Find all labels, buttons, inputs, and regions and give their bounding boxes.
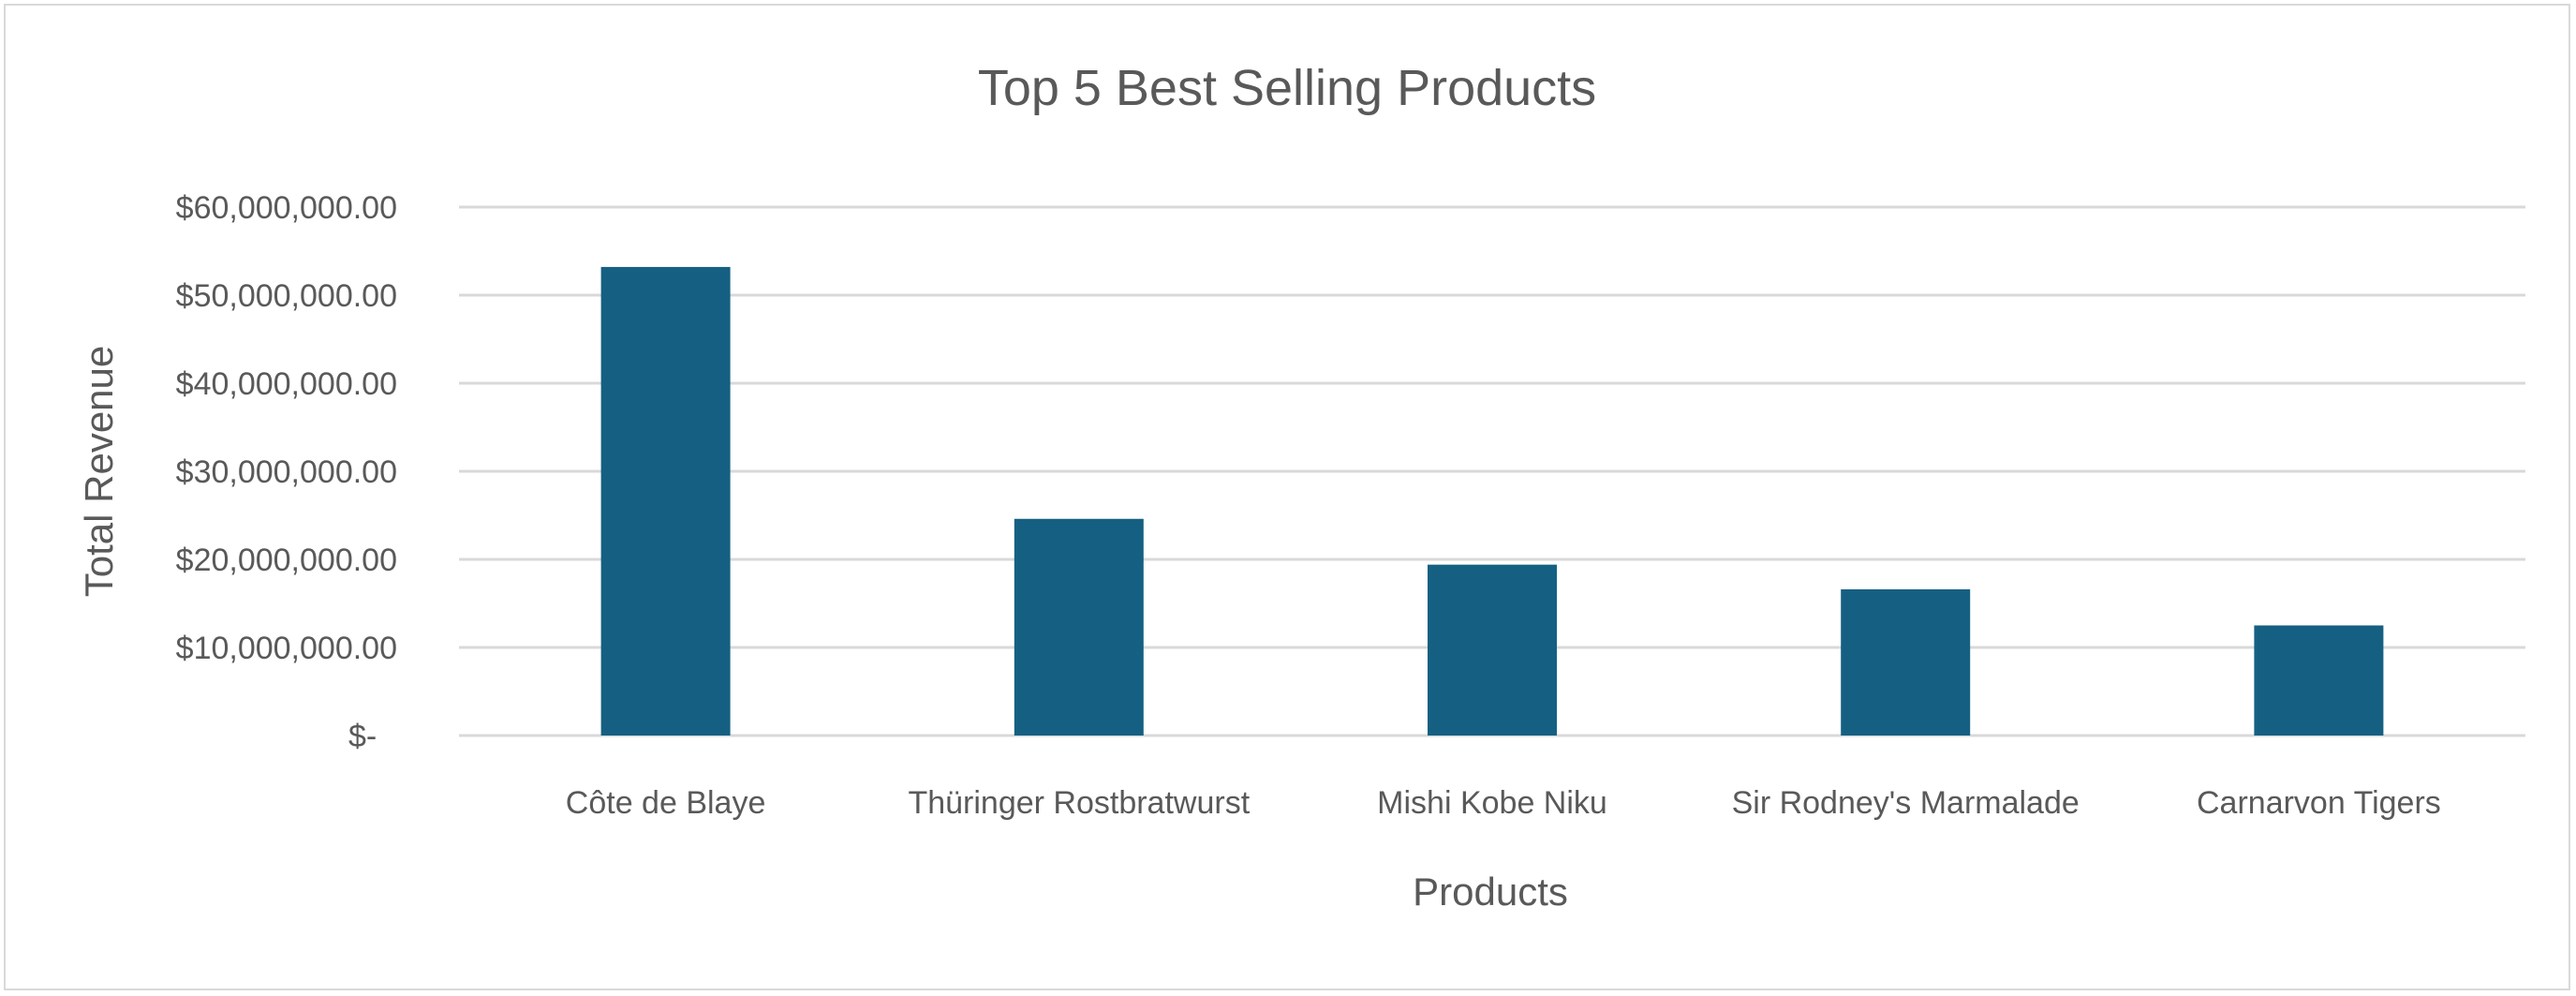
y-tick-label: $- <box>348 719 377 754</box>
bar <box>1014 518 1144 736</box>
y-tick-label: $20,000,000.00 <box>176 543 397 578</box>
x-category-label: Carnarvon Tigers <box>2197 785 2441 821</box>
x-axis-category-labels: Côte de Blaye Thüringer Rostbratwurst Mish… <box>566 785 2441 821</box>
y-tick-label: $10,000,000.00 <box>176 631 397 666</box>
y-tick-label: $50,000,000.00 <box>176 278 397 314</box>
y-tick-label: $60,000,000.00 <box>176 190 397 226</box>
bar <box>2254 625 2384 736</box>
gridlines <box>459 205 2525 737</box>
y-tick-label: $30,000,000.00 <box>176 454 397 490</box>
bar <box>1841 588 1971 736</box>
x-category-label: Sir Rodney's Marmalade <box>1732 785 2080 821</box>
chart-frame <box>4 4 2570 990</box>
x-axis-title: Products <box>1413 870 1568 914</box>
y-axis-title: Total Revenue <box>77 346 121 598</box>
y-axis-tick-labels: $- $10,000,000.00 $20,000,000.00 $30,000,00… <box>176 190 397 754</box>
x-category-label: Thüringer Rostbratwurst <box>908 785 1250 821</box>
x-category-label: Côte de Blaye <box>566 785 766 821</box>
bar <box>600 266 731 736</box>
chart-title: Top 5 Best Selling Products <box>978 60 1596 116</box>
y-tick-label: $40,000,000.00 <box>176 366 397 402</box>
bars <box>600 266 2384 736</box>
x-category-label: Mishi Kobe Niku <box>1377 785 1607 821</box>
bar <box>1428 564 1557 736</box>
